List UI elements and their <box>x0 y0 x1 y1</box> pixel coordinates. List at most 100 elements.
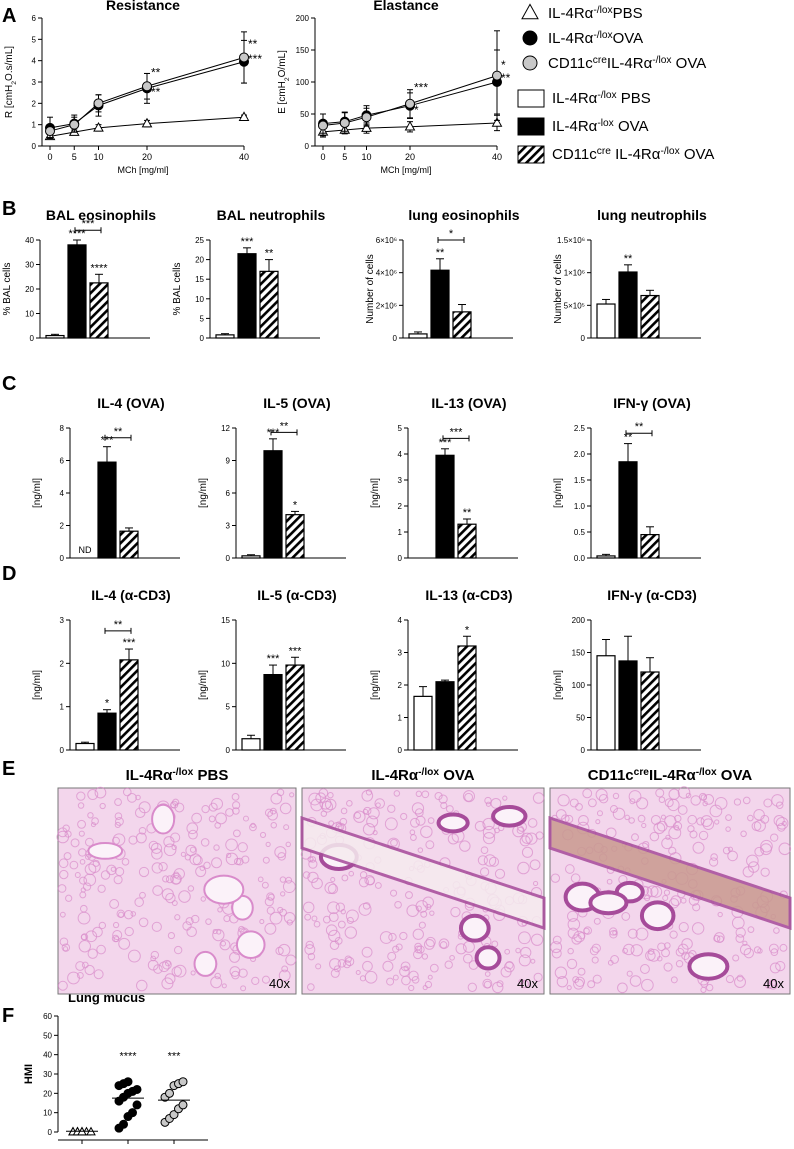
y-tick-label: 8 <box>60 424 65 433</box>
alveolus-shape <box>225 838 238 852</box>
bar <box>618 271 638 339</box>
alveolus-shape <box>232 829 241 838</box>
x-tick-label: 40 <box>239 152 249 162</box>
alveolus-shape <box>164 973 176 985</box>
chart-title: BAL neutrophils <box>217 207 326 223</box>
alveolus-shape <box>698 830 709 841</box>
alveolus-shape <box>353 810 366 823</box>
alveolus-shape <box>337 959 347 968</box>
alveolus-shape <box>321 800 334 813</box>
alveolus-shape <box>87 789 99 801</box>
alveolus-shape <box>411 975 420 984</box>
alveolus-shape <box>636 797 649 810</box>
alveolus-shape <box>593 917 601 925</box>
label-part: IL-4Rα <box>548 5 594 22</box>
alveolus-shape <box>768 943 779 954</box>
alveolus-shape <box>97 884 106 893</box>
alveolus-shape <box>746 854 759 868</box>
alveolus-shape <box>411 802 425 815</box>
label-part: IL-4Rα <box>607 55 653 72</box>
alveolus-shape <box>283 824 290 831</box>
alveolus-shape <box>280 891 286 897</box>
alveolus-shape <box>267 893 275 901</box>
alveolus-shape <box>700 815 713 827</box>
alveolus-shape <box>330 968 340 978</box>
legend-bar-swatch <box>517 145 545 164</box>
alveolus-shape <box>570 873 581 884</box>
alveolus-shape <box>264 897 274 907</box>
alveolus-shape <box>702 800 708 807</box>
significance-stars: *** <box>289 645 303 657</box>
alveolus-shape <box>535 831 544 840</box>
alveolus-shape <box>77 819 86 829</box>
y-axis-label: [ng/ml] <box>370 670 381 700</box>
alveolus-shape <box>238 925 245 933</box>
bar <box>75 742 95 751</box>
bar <box>596 655 616 751</box>
alveolus-shape <box>237 842 248 853</box>
bracket-stars: *** <box>450 426 464 438</box>
alveolus-shape <box>161 977 174 990</box>
alveolus-shape <box>778 842 792 856</box>
alveolus-shape <box>409 829 416 836</box>
panel-letter-a: A <box>2 5 16 27</box>
y-tick-label: 4 <box>398 616 403 625</box>
alveolus-shape <box>647 948 661 962</box>
alveolus-shape <box>410 817 420 828</box>
y-tick-label: 0 <box>30 334 35 343</box>
alveolus-shape <box>703 794 715 805</box>
y-tick-label: 0 <box>581 746 586 755</box>
label-part: PBS <box>617 90 651 107</box>
alveolus-shape <box>551 948 562 959</box>
alveolus-shape <box>773 927 780 934</box>
alveolus-shape <box>595 788 608 801</box>
bar <box>596 555 616 559</box>
alveolus-shape <box>340 807 348 815</box>
y-tick-label: 3 <box>226 522 231 531</box>
alveolus-shape <box>664 798 674 808</box>
alveolus-shape <box>757 948 763 954</box>
alveolus-shape <box>569 798 579 808</box>
label-part: O/mL] <box>277 50 288 77</box>
significance-stars: ** <box>248 37 258 51</box>
alveolus-shape <box>668 898 680 909</box>
significance-stars: ** <box>151 66 161 80</box>
y-tick-label: 0 <box>48 1128 53 1137</box>
alveolus-shape <box>609 927 618 936</box>
alveolus-shape <box>127 792 137 803</box>
alveolus-shape <box>118 937 131 950</box>
alveolus-shape <box>267 809 278 821</box>
alveolus-shape <box>769 962 781 974</box>
alveolus-shape <box>283 911 296 924</box>
alveolus-shape <box>612 792 620 800</box>
significance-stars: **** <box>68 228 86 240</box>
alveolus-shape <box>359 871 368 879</box>
data-point <box>123 1077 133 1087</box>
alveolus-shape <box>374 882 382 889</box>
label-part: -/lox <box>696 767 717 778</box>
y-tick-label: 1.5 <box>574 476 586 485</box>
alveolus-shape <box>642 840 650 849</box>
alveolus-shape <box>282 880 296 894</box>
alveolus-shape <box>251 976 260 985</box>
bar <box>457 523 477 559</box>
panel-letter-f: F <box>2 1005 14 1027</box>
bar <box>119 659 139 751</box>
alveolus-shape <box>162 959 172 970</box>
alveolus-shape <box>208 815 216 823</box>
legend-line-entry: IL-4Rα-/loxPBS <box>548 5 643 23</box>
alveolus-shape <box>226 852 232 858</box>
panel-letter-d: D <box>2 563 16 585</box>
alveolus-shape <box>429 963 439 973</box>
alveolus-shape <box>362 902 371 910</box>
alveolus-shape <box>191 812 202 824</box>
alveolus-shape <box>241 855 250 864</box>
alveolus-shape <box>504 961 515 973</box>
y-axis-label: R [cmH2O.s/mL] <box>4 46 18 118</box>
chart-il5-cd3: IL-5 (α-CD3) 0 5 10 15 [ng/ml] *** *** <box>198 587 346 755</box>
alveolus-shape <box>637 814 646 823</box>
alveolus-shape <box>362 960 373 972</box>
alveolus-shape <box>386 977 395 986</box>
alveolus-shape <box>567 947 574 955</box>
